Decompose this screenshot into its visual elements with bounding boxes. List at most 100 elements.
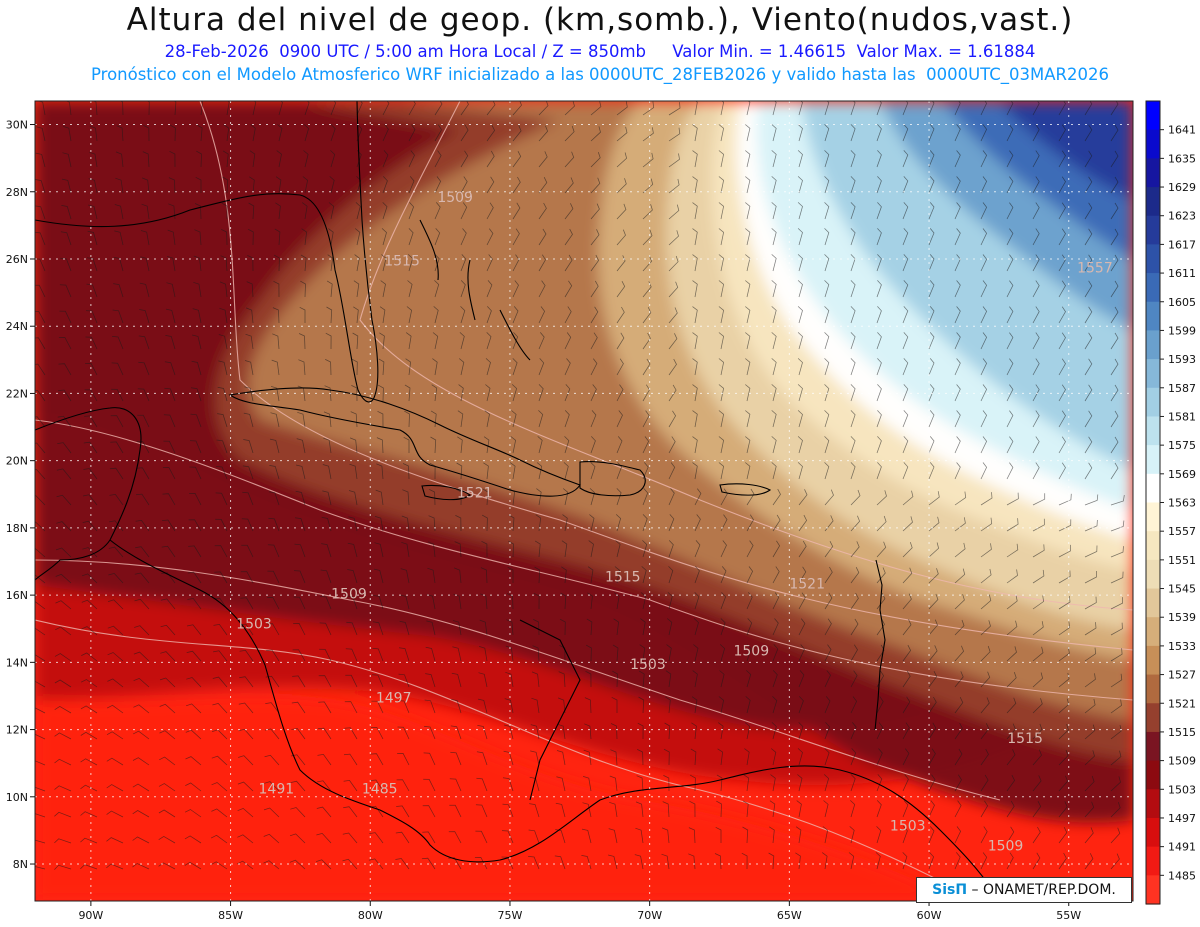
colorbar-label: 1539 (1168, 611, 1196, 624)
colorbar-swatch (1146, 445, 1160, 475)
contour-label: 1497 (376, 691, 412, 707)
lat-label: 12N (6, 724, 28, 737)
contour-label: 1503 (630, 657, 666, 673)
colorbar-swatch (1146, 359, 1160, 389)
colorbar-swatch (1146, 129, 1160, 159)
lon-label: 90W (78, 909, 103, 922)
colorbar-label: 1569 (1168, 468, 1196, 481)
contour-label: 1515 (605, 570, 641, 586)
credit-box: SisΠ – ONAMET/REP.DOM. (916, 877, 1132, 903)
lat-label: 8N (13, 858, 28, 871)
colorbar-label: 1509 (1168, 755, 1196, 768)
lon-label: 85W (218, 909, 243, 922)
colorbar-label: 1575 (1168, 439, 1196, 452)
colorbar-label: 1491 (1168, 841, 1196, 854)
contour-label: 1557 (1077, 260, 1113, 276)
lat-label: 30N (6, 119, 28, 132)
subtitle-min: Valor Min. = 1.46615 (672, 42, 847, 61)
colorbar-swatch (1146, 101, 1160, 131)
subtitle-max: Valor Max. = 1.61884 (856, 42, 1036, 61)
lat-label: 28N (6, 186, 28, 199)
lon-label: 75W (498, 909, 523, 922)
colorbar-swatch (1146, 158, 1160, 188)
colorbar-swatch (1146, 502, 1160, 532)
colorbar-label: 1497 (1168, 812, 1196, 825)
contour-label: 1509 (733, 644, 769, 660)
lat-label: 24N (6, 320, 28, 333)
colorbar-swatch (1146, 588, 1160, 618)
colorbar-swatch (1146, 617, 1160, 647)
lon-label: 70W (637, 909, 662, 922)
credit-text: – ONAMET/REP.DOM. (971, 882, 1116, 898)
colorbar-swatch (1146, 416, 1160, 446)
colorbar-swatch (1146, 473, 1160, 504)
colorbar-swatch (1146, 760, 1160, 790)
colorbar-swatch (1146, 674, 1160, 704)
colorbar-label: 1533 (1168, 640, 1196, 653)
axis-labels: 30N 28N 26N 24N 22N 20N 18N 16N 14N 12N 10N 8N 90W 85… (6, 119, 1082, 922)
colorbar-swatch (1146, 187, 1160, 217)
colorbar-label: 1587 (1168, 382, 1196, 395)
colorbar-swatch (1146, 215, 1160, 245)
lon-label: 65W (777, 909, 802, 922)
colorbar-swatch (1146, 789, 1160, 819)
colorbar-label: 1635 (1168, 152, 1196, 165)
subtitle-time-values: 28-Feb-2026 0900 UTC / 5:00 am Hora Loca… (0, 42, 1200, 61)
geopotential-field: 1509151515571557157515211551155715151521… (35, 101, 1133, 901)
colorbar-swatch (1146, 301, 1160, 332)
graticule (35, 101, 1133, 901)
colorbar-label: 1563 (1168, 497, 1196, 510)
colorbar-label: 1605 (1168, 296, 1196, 309)
lon-label: 55W (1056, 909, 1081, 922)
credit-brand: SisΠ (932, 882, 968, 898)
contour-label: 1485 (362, 781, 398, 797)
colorbar-label: 1599 (1168, 324, 1196, 337)
colorbar-label: 1641 (1168, 124, 1196, 137)
lat-label: 18N (6, 522, 28, 535)
colorbar-swatch (1146, 273, 1160, 303)
colorbar-label: 1581 (1168, 410, 1196, 423)
contour-label: 1521 (789, 576, 825, 592)
colorbar-label: 1611 (1168, 267, 1196, 280)
lat-label: 10N (6, 791, 28, 804)
colorbar-label: 1617 (1168, 238, 1196, 251)
colorbar-label: 1545 (1168, 583, 1196, 596)
colorbar-label: 1557 (1168, 525, 1196, 538)
contour-label: 1503 (890, 818, 926, 834)
contour-label: 1509 (437, 190, 473, 206)
colorbar-label: 1485 (1168, 869, 1196, 882)
contour-label: 1491 (259, 781, 295, 797)
colorbar-swatch (1146, 875, 1160, 905)
colorbar-swatch (1146, 731, 1160, 762)
colorbar-label: 1515 (1168, 726, 1196, 739)
contour-label: 1509 (331, 586, 367, 602)
colorbar-label: 1503 (1168, 783, 1196, 796)
lat-label: 26N (6, 253, 28, 266)
lat-label: 20N (6, 455, 28, 468)
model-info: Pronóstico con el Modelo Atmosferico WRF… (90, 65, 1110, 84)
colorbar-label: 1623 (1168, 210, 1196, 223)
lat-label: 22N (6, 387, 28, 400)
contour-label: 1521 (457, 486, 493, 502)
map-title: Altura del nivel de geop. (km,somb.), Vi… (126, 2, 1074, 38)
colorbar-label: 1527 (1168, 669, 1196, 682)
lon-label: 60W (917, 909, 942, 922)
lat-label: 16N (6, 589, 28, 602)
colorbar-label: 1593 (1168, 353, 1196, 366)
contour-label: 1515 (384, 254, 420, 270)
colorbar-swatch (1146, 531, 1160, 561)
colorbar-label: 1521 (1168, 697, 1196, 710)
contour-label: 1503 (236, 617, 272, 633)
lon-label: 80W (358, 909, 383, 922)
colorbar-swatch (1146, 330, 1160, 360)
colorbar-label: 1629 (1168, 181, 1196, 194)
colorbar-swatch (1146, 645, 1160, 676)
subtitle-time: 28-Feb-2026 0900 UTC / 5:00 am Hora Loca… (164, 42, 647, 61)
colorbar-swatch (1146, 244, 1160, 274)
contour-label: 1515 (1007, 731, 1043, 747)
coastlines (35, 101, 1001, 901)
lat-label: 14N (6, 656, 28, 669)
colorbar-swatch (1146, 846, 1160, 876)
contour-label: 1509 (988, 839, 1024, 855)
